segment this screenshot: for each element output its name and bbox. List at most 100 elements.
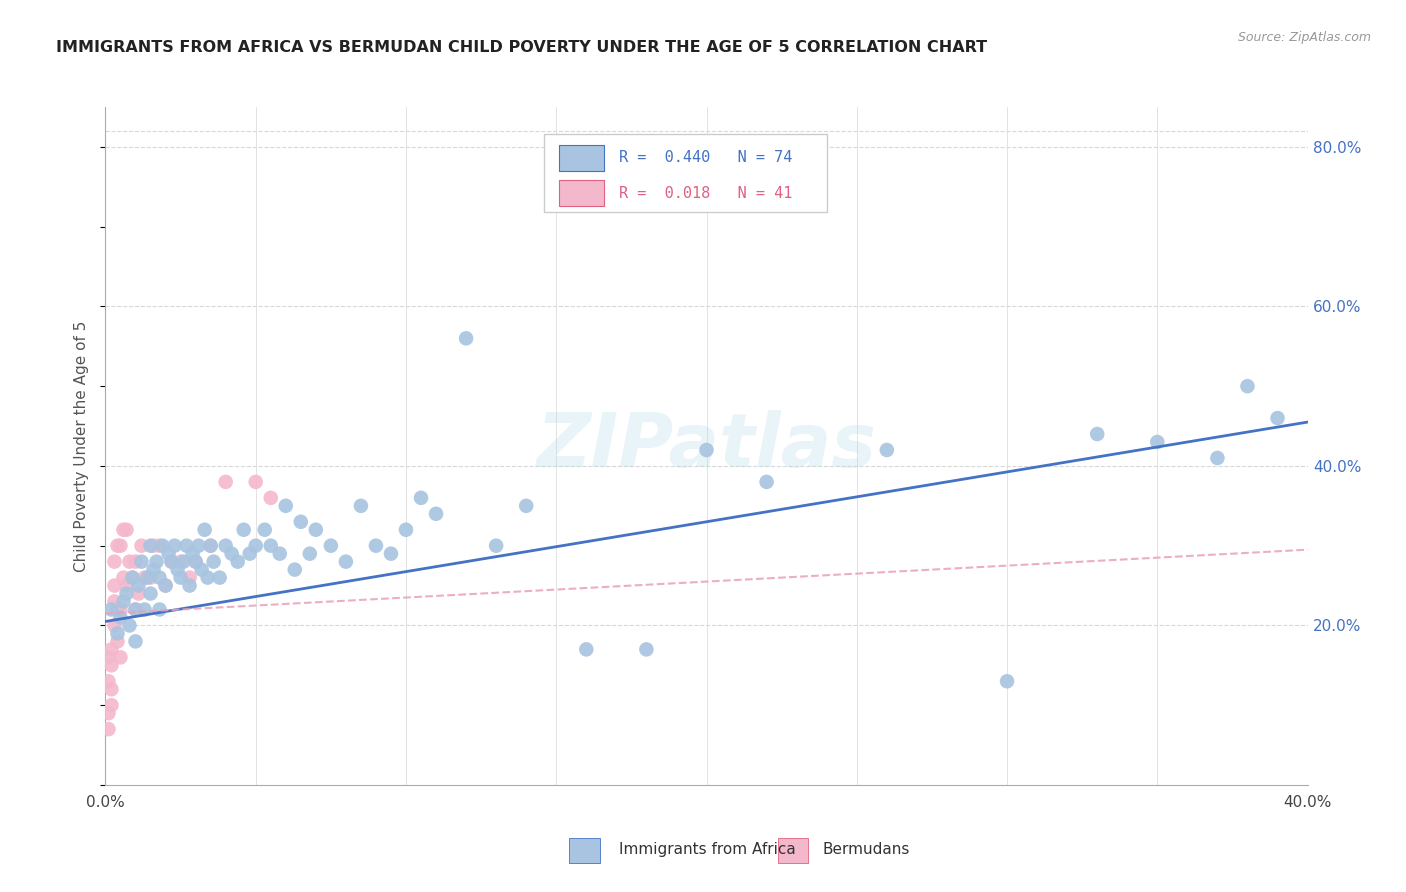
Point	[142, 563, 165, 577]
Point	[454, 331, 477, 345]
Point	[696, 442, 718, 457]
Point	[214, 475, 236, 489]
Point	[100, 658, 122, 673]
Point	[166, 563, 188, 577]
Point	[103, 578, 125, 592]
Point	[148, 571, 170, 585]
Point	[112, 594, 135, 608]
Text: ZIPatlas: ZIPatlas	[537, 409, 876, 483]
Point	[1267, 411, 1289, 425]
Point	[103, 594, 125, 608]
Point	[187, 539, 209, 553]
Point	[134, 571, 156, 585]
Point	[173, 555, 195, 569]
Point	[142, 539, 165, 553]
Point	[134, 602, 156, 616]
Point	[232, 523, 254, 537]
Point	[107, 634, 129, 648]
Point	[245, 475, 267, 489]
Point	[97, 674, 120, 689]
Point	[364, 539, 387, 553]
Point	[160, 555, 183, 569]
Point	[110, 539, 132, 553]
Point	[163, 539, 186, 553]
Point	[169, 571, 191, 585]
Point	[200, 539, 222, 553]
Point	[124, 634, 146, 648]
Point	[169, 555, 191, 569]
Point	[107, 602, 129, 616]
Point	[181, 547, 204, 561]
Point	[1236, 379, 1258, 393]
Text: R =  0.440   N = 74: R = 0.440 N = 74	[619, 151, 792, 165]
Bar	[558, 180, 605, 206]
Point	[995, 674, 1018, 689]
Point	[139, 539, 162, 553]
Bar	[558, 145, 605, 170]
Point	[298, 547, 321, 561]
Point	[100, 682, 122, 697]
Point	[184, 555, 207, 569]
Point	[128, 578, 150, 592]
Point	[139, 586, 162, 600]
Point	[128, 586, 150, 600]
Point	[100, 698, 122, 713]
Point	[152, 539, 174, 553]
Point	[1085, 427, 1108, 442]
Point	[100, 602, 122, 616]
Point	[97, 722, 120, 736]
Point	[194, 523, 217, 537]
Point	[208, 571, 231, 585]
Point	[319, 539, 342, 553]
Point	[112, 523, 135, 537]
Point	[112, 571, 135, 585]
Point	[409, 491, 432, 505]
Y-axis label: Child Poverty Under the Age of 5: Child Poverty Under the Age of 5	[75, 320, 90, 572]
Point	[380, 547, 402, 561]
Text: IMMIGRANTS FROM AFRICA VS BERMUDAN CHILD POVERTY UNDER THE AGE OF 5 CORRELATION : IMMIGRANTS FROM AFRICA VS BERMUDAN CHILD…	[56, 40, 987, 55]
Bar	[544, 134, 827, 212]
Point	[202, 555, 225, 569]
Text: Source: ZipAtlas.com: Source: ZipAtlas.com	[1237, 31, 1371, 45]
Point	[155, 578, 177, 592]
Point	[100, 642, 122, 657]
Point	[200, 539, 222, 553]
Point	[148, 539, 170, 553]
Point	[515, 499, 537, 513]
Point	[425, 507, 447, 521]
Point	[103, 555, 125, 569]
Point	[485, 539, 508, 553]
Point	[350, 499, 373, 513]
Point	[290, 515, 312, 529]
Point	[876, 442, 898, 457]
Point	[148, 602, 170, 616]
Point	[260, 539, 283, 553]
Point	[115, 578, 138, 592]
Point	[139, 571, 162, 585]
Point	[1206, 450, 1229, 465]
Point	[97, 706, 120, 721]
Point	[124, 602, 146, 616]
Text: Immigrants from Africa: Immigrants from Africa	[619, 842, 796, 856]
Point	[284, 563, 307, 577]
Point	[107, 539, 129, 553]
Point	[124, 555, 146, 569]
Point	[136, 571, 159, 585]
Point	[197, 571, 219, 585]
Point	[160, 555, 183, 569]
Point	[575, 642, 598, 657]
Point	[131, 539, 153, 553]
Point	[121, 571, 143, 585]
Text: R =  0.018   N = 41: R = 0.018 N = 41	[619, 186, 792, 201]
Point	[179, 578, 201, 592]
Point	[110, 650, 132, 665]
Point	[335, 555, 357, 569]
Point	[269, 547, 291, 561]
Point	[274, 499, 297, 513]
Point	[110, 610, 132, 624]
Point	[115, 586, 138, 600]
Point	[176, 539, 198, 553]
Point	[190, 563, 212, 577]
Point	[115, 523, 138, 537]
Point	[121, 571, 143, 585]
